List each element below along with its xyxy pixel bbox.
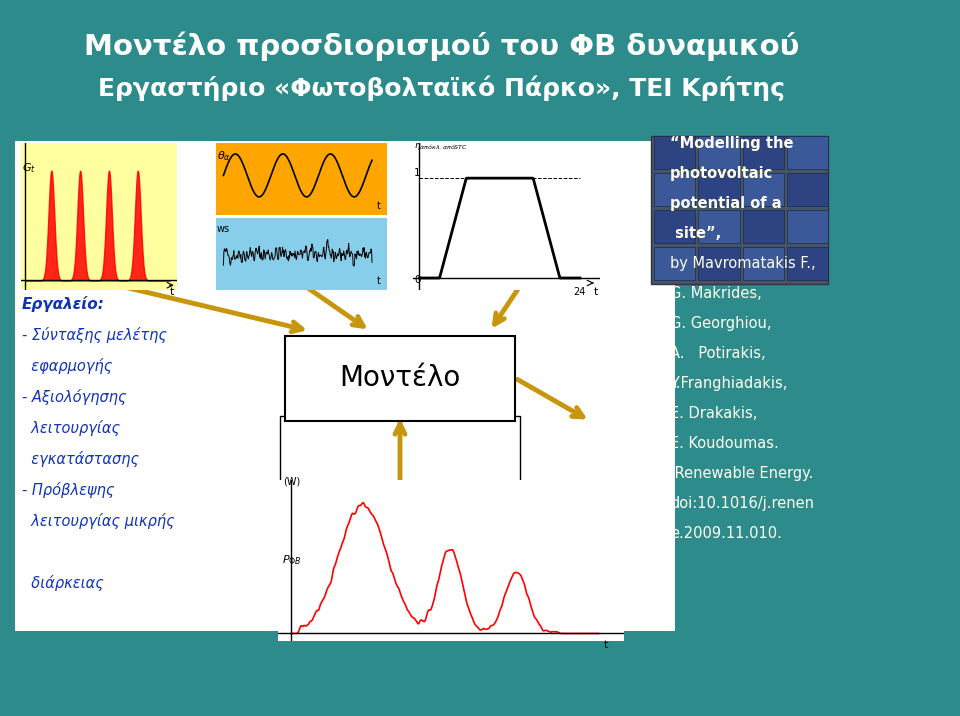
Bar xyxy=(698,136,739,169)
Bar xyxy=(698,247,739,280)
Text: t: t xyxy=(169,286,174,296)
Text: Μοντέλο προσδιορισμού του ΦΒ δυναμικού: Μοντέλο προσδιορισμού του ΦΒ δυναμικού xyxy=(84,32,800,62)
Text: t: t xyxy=(376,276,380,286)
Bar xyxy=(654,247,695,280)
Text: A.   Potirakis,: A. Potirakis, xyxy=(670,346,766,361)
Text: G. Georghiou,: G. Georghiou, xyxy=(670,316,772,331)
Bar xyxy=(787,136,828,169)
Text: εγκατάστασης: εγκατάστασης xyxy=(22,451,139,467)
Text: λειτουργίας μικρής: λειτουργίας μικρής xyxy=(22,513,175,529)
Text: by Mavromatakis F.,: by Mavromatakis F., xyxy=(670,256,816,271)
Bar xyxy=(654,136,695,169)
Text: $\eta_{απόκλ. από STC}$: $\eta_{απόκλ. από STC}$ xyxy=(414,141,468,153)
Bar xyxy=(742,136,783,169)
Bar xyxy=(654,173,695,206)
Bar xyxy=(742,247,783,280)
Text: Y.Franghiadakis,: Y.Franghiadakis, xyxy=(670,376,787,391)
Text: $\theta_\alpha$: $\theta_\alpha$ xyxy=(217,149,230,163)
Text: site”,: site”, xyxy=(670,226,721,241)
Text: e.2009.11.010.: e.2009.11.010. xyxy=(670,526,781,541)
Text: 24: 24 xyxy=(573,287,586,297)
Text: “Modelling the: “Modelling the xyxy=(670,136,794,151)
Text: t: t xyxy=(593,287,598,297)
Bar xyxy=(15,141,675,631)
Bar xyxy=(654,210,695,243)
Text: Εργαλείο:: Εργαλείο: xyxy=(22,296,105,312)
Text: E. Drakakis,: E. Drakakis, xyxy=(670,406,757,421)
Text: potential of a: potential of a xyxy=(670,196,781,211)
Text: t: t xyxy=(604,640,608,650)
Text: εφαρμογής: εφαρμογής xyxy=(22,358,112,374)
Text: Μοντέλο: Μοντέλο xyxy=(340,364,461,392)
Text: ws: ws xyxy=(217,224,229,234)
Text: G. Makrides,: G. Makrides, xyxy=(670,286,761,301)
Text: Renewable Energy.: Renewable Energy. xyxy=(670,466,813,481)
Text: - Πρόβλεψης: - Πρόβλεψης xyxy=(22,482,114,498)
Text: (W): (W) xyxy=(283,476,300,486)
Text: doi:10.1016/j.renen: doi:10.1016/j.renen xyxy=(670,496,814,511)
Bar xyxy=(787,247,828,280)
Bar xyxy=(742,210,783,243)
Text: $G_t$: $G_t$ xyxy=(22,161,36,175)
Text: 0: 0 xyxy=(414,275,420,285)
Text: - Αξιολόγησης: - Αξιολόγησης xyxy=(22,389,127,405)
Text: $P_{\Phi B}$: $P_{\Phi B}$ xyxy=(282,553,302,567)
Text: λειτουργίας: λειτουργίας xyxy=(22,420,120,436)
Text: - Σύνταξης μελέτης: - Σύνταξης μελέτης xyxy=(22,327,167,343)
Bar xyxy=(742,173,783,206)
Bar xyxy=(280,416,520,631)
Bar xyxy=(698,173,739,206)
Bar xyxy=(651,136,828,284)
Bar xyxy=(698,210,739,243)
Text: E. Koudoumas.: E. Koudoumas. xyxy=(670,436,779,451)
Text: Εργαστήριο «Φωτοβολταϊκό Πάρκο», ΤΕΙ Κρήτης: Εργαστήριο «Φωτοβολταϊκό Πάρκο», ΤΕΙ Κρή… xyxy=(98,75,785,101)
Text: 1: 1 xyxy=(414,168,420,178)
Text: t: t xyxy=(376,201,380,211)
Bar xyxy=(285,336,515,421)
Bar xyxy=(787,173,828,206)
Text: διάρκειας: διάρκειας xyxy=(22,575,104,591)
Text: photovoltaic: photovoltaic xyxy=(670,166,773,181)
Bar xyxy=(787,210,828,243)
